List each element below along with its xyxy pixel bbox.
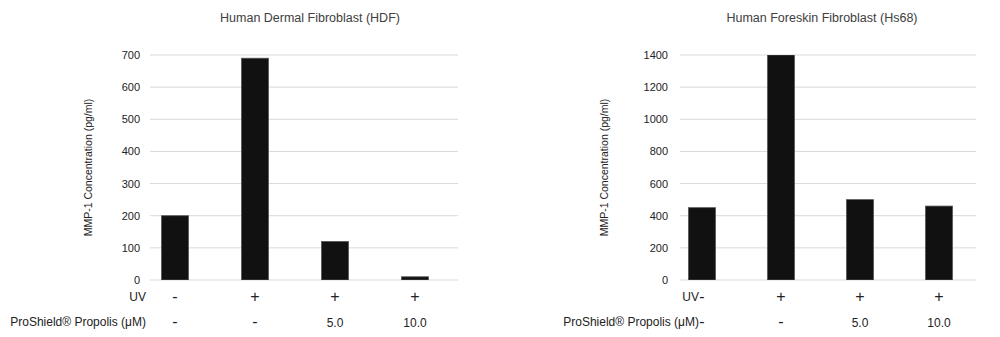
tick-label: 0 <box>662 274 668 286</box>
row-value: - <box>699 288 704 305</box>
figure: Human Dermal Fibroblast (HDF) MMP-1 Conce… <box>0 0 1000 337</box>
grid-line <box>680 151 976 152</box>
title: Human Dermal Fibroblast (HDF) <box>220 11 400 25</box>
grid-line <box>680 87 976 88</box>
bar <box>162 216 189 280</box>
bar <box>242 58 269 280</box>
grid-line <box>680 119 976 120</box>
row-value: - <box>172 313 177 330</box>
row-label: UV <box>129 290 146 304</box>
row-value: 10.0 <box>403 316 427 330</box>
row-value: + <box>776 288 785 305</box>
grid-line <box>150 119 458 120</box>
tick-label: 300 <box>122 178 140 190</box>
chart: Human Foreskin Fibroblast (Hs68) MMP-1 Co… <box>563 11 976 330</box>
row-label: ProShield® Propolis (μM) <box>563 315 699 329</box>
bar <box>322 241 349 280</box>
bar <box>402 277 429 280</box>
bars <box>689 55 953 280</box>
row-label: UV <box>682 290 699 304</box>
grid-line <box>150 183 458 184</box>
grid-line <box>150 215 458 216</box>
bar <box>926 206 953 280</box>
row-value: - <box>778 313 783 330</box>
tick-label: 0 <box>134 274 140 286</box>
bar <box>847 200 874 280</box>
y-axis-label: MMP-1 Concentration (pg/ml) <box>598 99 610 237</box>
tick-label: 200 <box>650 242 668 254</box>
tick-label: 1000 <box>644 113 668 125</box>
grid-line <box>150 151 458 152</box>
grid-line <box>150 87 458 88</box>
grid-line <box>150 247 458 248</box>
tick-label: 600 <box>122 81 140 93</box>
row-value: + <box>410 288 419 305</box>
row-value: + <box>934 288 943 305</box>
bar <box>768 55 795 280</box>
grid-line <box>680 55 976 56</box>
row-value: + <box>855 288 864 305</box>
tick-label: 200 <box>122 210 140 222</box>
tick-label: 1400 <box>644 49 668 61</box>
tick-label: 700 <box>122 49 140 61</box>
row-value: + <box>330 288 339 305</box>
tick-label: 600 <box>650 178 668 190</box>
title: Human Foreskin Fibroblast (Hs68) <box>726 11 917 25</box>
chart: Human Dermal Fibroblast (HDF) MMP-1 Conce… <box>10 11 458 330</box>
row-value: - <box>699 313 704 330</box>
tick-label: 400 <box>122 145 140 157</box>
row-value: 5.0 <box>327 316 344 330</box>
tick-label: 800 <box>650 145 668 157</box>
bar <box>689 208 716 280</box>
tick-label: 100 <box>122 242 140 254</box>
row-value: - <box>252 313 257 330</box>
y-axis-label: MMP-1 Concentration (pg/ml) <box>82 99 94 237</box>
tick-label: 1200 <box>644 81 668 93</box>
bars <box>162 58 429 280</box>
row-value: 5.0 <box>852 316 869 330</box>
row-value: 10.0 <box>927 316 951 330</box>
grid-line <box>680 183 976 184</box>
grid-line <box>150 55 458 56</box>
tick-label: 500 <box>122 113 140 125</box>
row-value: - <box>172 288 177 305</box>
row-value: + <box>250 288 259 305</box>
row-label: ProShield® Propolis (μM) <box>10 315 146 329</box>
tick-label: 400 <box>650 210 668 222</box>
